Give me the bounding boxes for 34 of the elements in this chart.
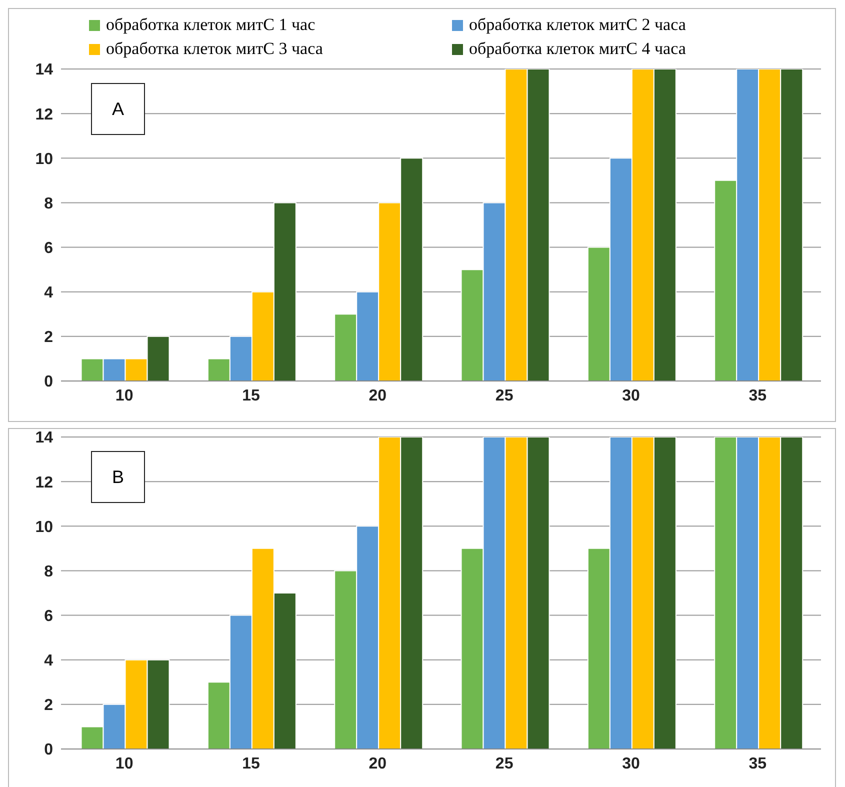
y-tick-label: 6 bbox=[44, 608, 54, 625]
y-tick-label: 0 bbox=[44, 374, 54, 391]
x-tick-label: 30 bbox=[622, 755, 640, 772]
y-tick-label: 6 bbox=[44, 240, 54, 257]
y-tick-label: 10 bbox=[35, 150, 54, 168]
x-tick-label: 30 bbox=[622, 387, 640, 404]
y-tick-label: 2 bbox=[44, 329, 54, 346]
y-tick-label: 10 bbox=[35, 518, 54, 536]
x-tick-label: 10 bbox=[115, 755, 134, 772]
x-tick-label: 15 bbox=[242, 755, 260, 772]
legend-label: обработка клеток митС 4 часа bbox=[469, 39, 686, 59]
legend-label: обработка клеток митС 1 час bbox=[106, 15, 316, 35]
legend-label: обработка клеток митС 3 часа bbox=[106, 39, 323, 59]
x-tick-label: 25 bbox=[495, 755, 514, 772]
text: B bbox=[91, 451, 145, 503]
x-tick-label: 35 bbox=[748, 387, 767, 404]
x-tick-label: 10 bbox=[115, 387, 134, 404]
x-tick-label: 25 bbox=[495, 387, 514, 404]
y-tick-label: 14 bbox=[35, 62, 54, 79]
text: A bbox=[91, 83, 145, 135]
y-tick-label: 8 bbox=[44, 563, 54, 580]
x-tick-label: 35 bbox=[748, 755, 767, 772]
y-tick-label: 4 bbox=[44, 284, 54, 302]
x-tick-label: 15 bbox=[242, 387, 260, 404]
y-tick-label: 4 bbox=[44, 652, 54, 670]
legend-label: обработка клеток митС 2 часа bbox=[469, 15, 686, 35]
x-tick-label: 20 bbox=[368, 387, 387, 404]
y-tick-label: 8 bbox=[44, 195, 54, 212]
x-tick-label: 20 bbox=[368, 755, 387, 772]
y-tick-label: 14 bbox=[35, 430, 54, 447]
y-tick-label: 2 bbox=[44, 697, 54, 714]
y-tick-label: 0 bbox=[44, 742, 54, 759]
y-tick-label: 12 bbox=[35, 106, 54, 124]
y-tick-label: 12 bbox=[35, 474, 54, 492]
